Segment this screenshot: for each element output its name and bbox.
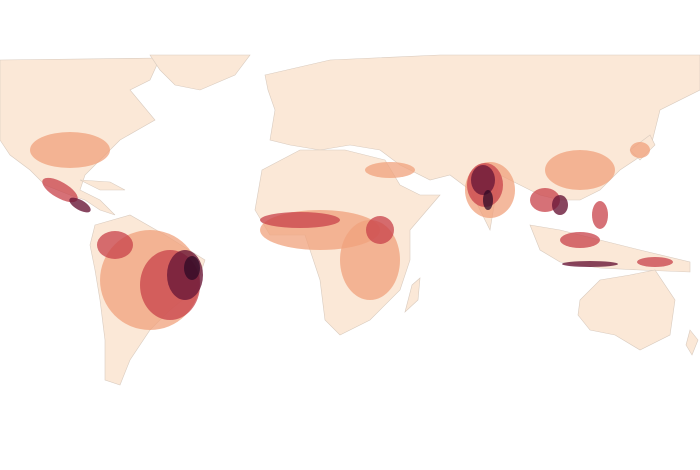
new-zealand <box>685 329 699 356</box>
hotspot <box>365 162 415 178</box>
hotspot <box>552 195 568 215</box>
hotspot <box>637 257 673 267</box>
hotspot <box>366 216 394 244</box>
hotspot <box>184 256 200 280</box>
madagascar <box>404 277 421 313</box>
hotspot <box>545 150 615 190</box>
hotspot <box>562 261 618 267</box>
greenland <box>149 54 251 91</box>
density <box>30 132 673 330</box>
hotspot <box>483 190 493 210</box>
hotspot <box>630 142 650 158</box>
hotspot <box>260 212 340 228</box>
australia <box>577 269 676 351</box>
hotspot <box>30 132 110 168</box>
hotspot <box>69 197 91 213</box>
hotspot <box>592 201 608 229</box>
caribbean <box>79 179 126 191</box>
hotspot <box>471 165 495 195</box>
hotspot <box>42 177 78 203</box>
hotspot <box>560 232 600 248</box>
hotspot <box>97 231 133 259</box>
